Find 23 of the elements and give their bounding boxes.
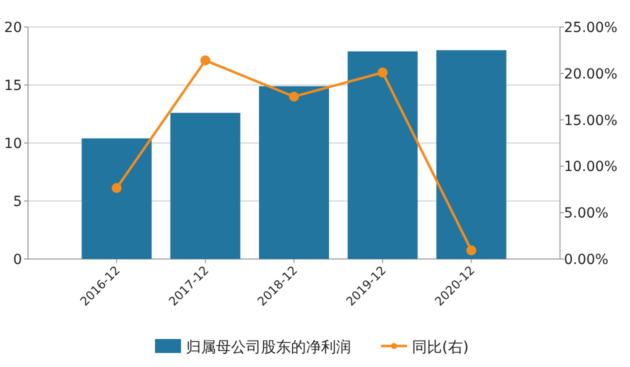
y2-tick-label: 5.00% xyxy=(564,206,608,222)
y-tick-label: 5 xyxy=(13,194,22,210)
y-tick-label: 10 xyxy=(4,136,22,152)
point xyxy=(466,245,476,256)
y-tick-label: 20 xyxy=(4,20,22,36)
bar xyxy=(170,112,240,259)
y2-tick-label: 10.00% xyxy=(564,159,618,176)
point xyxy=(289,92,299,102)
y2-tick-label: 15.00% xyxy=(564,112,618,129)
point xyxy=(200,55,210,66)
y-tick-label: 15 xyxy=(4,78,22,94)
point xyxy=(378,67,388,78)
y2-tick-label: 25.00% xyxy=(564,20,618,36)
point xyxy=(112,183,122,194)
bar xyxy=(82,138,152,259)
y-tick-label: 0 xyxy=(13,252,22,268)
bar xyxy=(436,50,506,259)
bar xyxy=(348,51,418,259)
y2-tick-label: 0.00% xyxy=(564,252,608,268)
y2-tick-label: 20.00% xyxy=(564,66,618,82)
bar xyxy=(259,86,329,259)
legend-label: 归属母公司股东的净利润 xyxy=(186,338,351,356)
legend-label: 同比(右) xyxy=(412,338,469,356)
